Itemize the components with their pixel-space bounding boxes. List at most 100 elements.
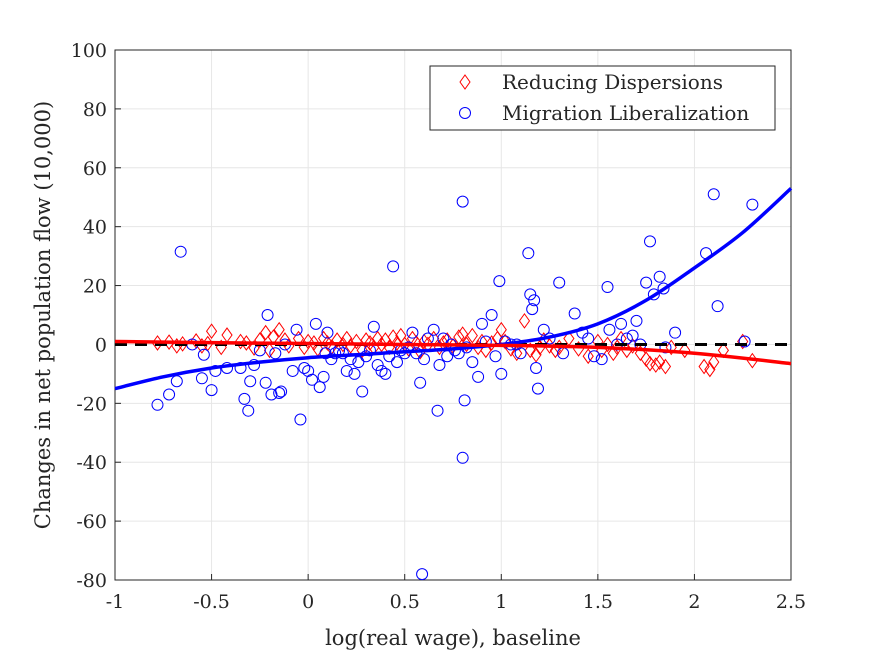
reducing-dispersions-point — [518, 313, 531, 329]
y-tick-label: -40 — [76, 452, 107, 474]
migration-liberalization-point — [601, 281, 614, 294]
migration-liberalization-point — [209, 364, 222, 377]
reducing-dispersions-point — [375, 336, 388, 353]
reducing-dispersions-point — [391, 335, 403, 351]
reducing-dispersions-point — [640, 351, 652, 368]
reducing-dispersions-point — [457, 326, 469, 342]
migration-liberalization-point — [489, 350, 502, 363]
migration-liberalization-point — [410, 347, 423, 360]
reducing-dispersions-point — [679, 342, 691, 359]
migration-liberalization-point — [711, 300, 724, 313]
migration-liberalization-point — [286, 364, 299, 377]
migration-liberalization-point — [329, 347, 342, 360]
migration-liberalization-point — [390, 356, 403, 369]
migration-liberalization-point — [653, 270, 666, 283]
reducing-dispersions-point — [356, 342, 368, 359]
migration-liberalization-point — [340, 364, 353, 377]
migration-liberalization-point — [630, 314, 643, 327]
legend-marker-diamond — [459, 74, 471, 90]
reducing-dispersions-point — [221, 327, 233, 343]
migration-liberalization-point — [595, 353, 608, 366]
migration-liberalization-point — [290, 323, 303, 336]
migration-liberalization-point — [644, 235, 657, 248]
migration-liberalization-point — [530, 362, 543, 374]
migration-liberalization-point — [528, 294, 541, 307]
y-tick-label: 20 — [83, 276, 107, 298]
reducing-dispersions-point — [495, 321, 507, 338]
reducing-dispersions-point — [460, 336, 473, 353]
migration-liberalization-point — [746, 198, 759, 211]
reducing-dispersions-point — [486, 335, 498, 351]
migration-liberalization-point — [537, 323, 550, 336]
migration-liberalization-point — [294, 413, 307, 426]
reducing-dispersions-point — [441, 332, 453, 348]
migration-liberalization-point — [647, 288, 660, 301]
migration-liberalization-point — [493, 275, 506, 288]
y-tick-label: 60 — [83, 158, 107, 180]
migration-liberalization-point — [418, 353, 431, 366]
migration-liberalization-point — [387, 260, 400, 273]
y-tick-label: 80 — [83, 99, 107, 121]
y-tick-label: 0 — [95, 334, 107, 356]
migration-liberalization-point — [738, 335, 751, 348]
migration-liberalization-point — [456, 451, 469, 464]
migration-liberalization-point — [615, 317, 628, 330]
migration-liberalization-point — [261, 309, 274, 321]
legend-box — [429, 65, 776, 131]
migration-liberalization-point — [514, 347, 527, 360]
reducing-dispersions-point — [665, 339, 677, 356]
migration-liberalization-point — [195, 372, 208, 385]
y-tick-label: 40 — [83, 217, 107, 239]
migration-liberalization-point — [669, 326, 682, 339]
plot-area — [114, 49, 792, 581]
migration-liberalization-point — [416, 568, 429, 581]
reducing-dispersions-point — [530, 346, 542, 363]
x-axis-label: log(real wage), baseline — [325, 626, 581, 650]
reducing-dispersions-point — [240, 335, 252, 351]
x-tick-label: 0.5 — [390, 591, 420, 613]
migration-liberalization-point — [352, 356, 365, 369]
migration-liberalization-point — [495, 367, 508, 380]
x-tick-label: -0.5 — [193, 591, 230, 613]
reducing-dispersions-point — [650, 357, 662, 373]
fit-lines — [114, 187, 793, 391]
y-tick-label: 100 — [71, 40, 107, 62]
reducing-dispersions-point — [659, 358, 672, 375]
legend-marker-circle — [459, 107, 471, 119]
reducing-dispersions-point — [698, 358, 710, 375]
x-tick-label: 1 — [495, 591, 507, 613]
migration-liberalization-point — [375, 364, 388, 377]
reducing-dispersions-point — [260, 324, 272, 341]
reducing-dispersions-point — [607, 345, 619, 362]
migration-liberalization-point — [275, 385, 288, 398]
migration-liberalization-point — [238, 392, 251, 405]
reducing-dispersions-point — [273, 321, 285, 338]
migration-liberalization-point — [321, 326, 334, 339]
reducing-dispersions-point — [163, 334, 175, 350]
migration-liberalization-point — [309, 317, 322, 330]
x-tick-label: 1.5 — [583, 591, 613, 613]
reducing-dispersions-fit-line — [114, 339, 792, 366]
migration-liberalization-point — [707, 188, 720, 201]
reducing-dispersions-point — [511, 345, 523, 362]
migration-liberalization-point — [367, 320, 380, 333]
migration-liberalization-point — [151, 398, 164, 411]
migration-liberalization-point — [524, 288, 537, 301]
legend: Reducing Dispersions Migration Liberaliza… — [429, 65, 776, 131]
migration-liberalization-point — [522, 247, 535, 260]
migration-liberalization-fit-line — [114, 187, 793, 391]
reducing-dispersions-point — [205, 323, 218, 340]
migration-liberalization-point — [456, 195, 469, 208]
migration-liberalization-point — [325, 353, 338, 366]
migration-liberalization-point — [163, 388, 176, 401]
reducing-dispersions-point — [601, 336, 614, 353]
migration-liberalization-point — [433, 359, 446, 372]
migration-liberalization-point — [348, 367, 361, 380]
migration-liberalization-point — [582, 332, 595, 345]
migration-liberalization-point — [174, 245, 187, 258]
migration-liberalization-point — [427, 323, 440, 336]
x-tick-label: 0 — [302, 591, 314, 613]
migration-liberalization-point — [379, 367, 392, 380]
axis-ticks: -1 -0.5 0 0.5 1 1.5 2 2.5 -80 -60 -40 -20 0 20 40 60 80 1… — [71, 40, 806, 613]
reducing-dispersions-point — [350, 333, 363, 350]
